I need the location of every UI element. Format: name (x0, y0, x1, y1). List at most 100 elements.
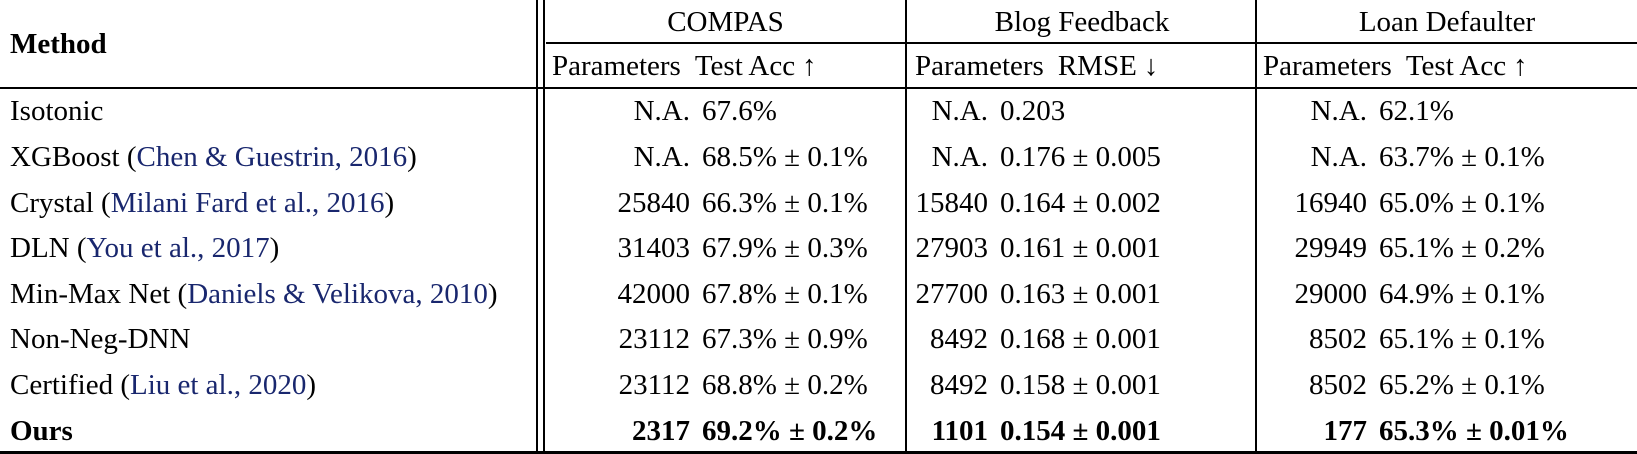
parameters-cell: 1101 (931, 414, 988, 447)
citation-link[interactable]: Milani Fard et al., 2016 (110, 186, 385, 219)
table-row: 177 65.3% ± 0.01% (1257, 408, 1637, 454)
table-row: N.A. 63.7% ± 0.1% (1257, 135, 1637, 181)
metric-cell: 68.5% ± 0.1% (702, 140, 868, 173)
table-row: N.A. 0.203 (909, 89, 1255, 135)
parameters-cell: N.A. (931, 95, 988, 128)
parameters-cell: 27903 (915, 232, 989, 265)
method-name: Non-Neg-DNN (10, 323, 191, 356)
compas-title: COMPAS (667, 5, 784, 38)
method-name: ) (306, 369, 317, 402)
blog-loan-separator-rule (1255, 0, 1257, 454)
table-row: 29949 65.1% ± 0.2% (1257, 226, 1637, 272)
metric-cell: 68.8% ± 0.2% (702, 369, 868, 402)
metric-cell: 67.9% ± 0.3% (702, 232, 868, 265)
metric-cell: 65.3% ± 0.01% (1379, 414, 1569, 447)
parameters-cell: 15840 (915, 186, 989, 219)
method-separator-double-rule (536, 0, 545, 454)
table-row: 15840 0.164 ± 0.002 (909, 180, 1255, 226)
up-arrow-icon: ↑ (1513, 50, 1528, 82)
parameters-cell: N.A. (633, 140, 690, 173)
method-name: ) (487, 277, 498, 310)
table-row: Non-Neg-DNN (0, 317, 536, 363)
method-header: Method (10, 28, 107, 60)
metric-cell: 63.7% ± 0.1% (1379, 140, 1545, 173)
table-row: Isotonic (0, 89, 536, 135)
metric-cell: 0.164 ± 0.002 (1000, 186, 1161, 219)
blog-feedback-title: Blog Feedback (994, 5, 1170, 38)
metric-cell: 0.203 (1000, 95, 1066, 128)
table-row: N.A. 62.1% (1257, 89, 1637, 135)
method-name: Isotonic (10, 95, 104, 128)
metric-cell: 65.1% ± 0.1% (1379, 323, 1545, 356)
loan-defaulter-subheader: Parameters Test Acc ↑ (1257, 44, 1637, 89)
method-cell: Isotonic (10, 95, 103, 128)
method-cell: XGBoost (Chen & Guestrin, 2016) (10, 141, 417, 174)
parameters-cell: 29949 (1294, 232, 1368, 265)
metric-cell: 0.168 ± 0.001 (1000, 323, 1161, 356)
method-name: XGBoost ( (10, 140, 137, 173)
method-name: Certified ( (10, 369, 130, 402)
table-row: N.A. 67.6% (546, 89, 905, 135)
parameters-cell: 8502 (1309, 369, 1367, 402)
table-row: 23112 68.8% ± 0.2% (546, 363, 905, 409)
table-row: DLN (You et al., 2017) (0, 226, 536, 272)
table-row: Ours (0, 408, 536, 454)
method-name: ) (384, 186, 395, 219)
header-bottom-rule (0, 87, 1637, 89)
loan-defaulter-body: N.A. 62.1% N.A. 63.7% ± 0.1% 16940 65.0% ± 0.… (1257, 89, 1637, 454)
method-column: Method Isotonic XGBoost (Chen & Guestrin,… (0, 0, 536, 454)
metric-cell: 67.8% ± 0.1% (702, 277, 868, 310)
table-row: 27903 0.161 ± 0.001 (909, 226, 1255, 272)
citation-link[interactable]: Daniels & Velikova, 2010 (187, 277, 488, 310)
loan-defaulter-column: Loan Defaulter Parameters Test Acc ↑ N.A. 6… (1257, 0, 1637, 454)
loan-metric-header: Test Acc (1405, 50, 1507, 82)
table-row: 42000 67.8% ± 0.1% (546, 272, 905, 318)
table-row: 25840 66.3% ± 0.1% (546, 180, 905, 226)
citation-link[interactable]: You et al., 2017 (86, 232, 270, 265)
parameters-cell: 8492 (930, 369, 988, 402)
parameters-cell: 16940 (1294, 186, 1368, 219)
method-body: Isotonic XGBoost (Chen & Guestrin, 2016) C… (0, 89, 536, 454)
method-name: DLN ( (10, 232, 87, 265)
table-row: Certified (Liu et al., 2020) (0, 363, 536, 409)
method-cell: Non-Neg-DNN (10, 323, 190, 356)
compas-subheader: Parameters Test Acc ↑ (546, 44, 905, 89)
metric-cell: 67.6% (702, 95, 777, 128)
method-name: Crystal ( (10, 186, 111, 219)
compas-parameters-header: Parameters (552, 50, 681, 82)
table-row: 27700 0.163 ± 0.001 (909, 272, 1255, 318)
compas-body: N.A. 67.6% N.A. 68.5% ± 0.1% 25840 66.3% ± 0.… (546, 89, 905, 454)
metric-cell: 64.9% ± 0.1% (1379, 277, 1545, 310)
parameters-cell: 29000 (1294, 277, 1368, 310)
parameters-cell: 27700 (915, 277, 989, 310)
compas-metric-header: Test Acc (694, 50, 796, 82)
table-row: 8502 65.2% ± 0.1% (1257, 363, 1637, 409)
table-row: Crystal (Milani Fard et al., 2016) (0, 180, 536, 226)
table-row: 31403 67.9% ± 0.3% (546, 226, 905, 272)
metric-cell: 65.1% ± 0.2% (1379, 232, 1545, 265)
compas-column: COMPAS Parameters Test Acc ↑ N.A. 67.6% N.A.… (546, 0, 905, 454)
up-arrow-icon: ↑ (802, 50, 817, 82)
compas-blog-separator-rule (905, 0, 907, 454)
metric-cell: 62.1% (1379, 95, 1454, 128)
table-row: XGBoost (Chen & Guestrin, 2016) (0, 135, 536, 181)
citation-link[interactable]: Chen & Guestrin, 2016 (136, 140, 408, 173)
table-row: 8492 0.158 ± 0.001 (909, 363, 1255, 409)
table-row: 29000 64.9% ± 0.1% (1257, 272, 1637, 318)
method-name: ) (269, 232, 280, 265)
blog-parameters-header: Parameters (915, 50, 1044, 82)
method-cell: Min-Max Net (Daniels & Velikova, 2010) (10, 278, 498, 311)
metric-cell: 0.158 ± 0.001 (1000, 369, 1161, 402)
table-row: 8502 65.1% ± 0.1% (1257, 317, 1637, 363)
metric-cell: 0.176 ± 0.005 (1000, 140, 1161, 173)
metric-cell: 0.163 ± 0.001 (1000, 277, 1161, 310)
loan-defaulter-title: Loan Defaulter (1358, 5, 1536, 38)
parameters-cell: 23112 (618, 323, 690, 356)
metric-cell: 0.161 ± 0.001 (1000, 232, 1161, 265)
citation-link[interactable]: Liu et al., 2020 (129, 369, 307, 402)
table-row: 2317 69.2% ± 0.2% (546, 408, 905, 454)
table-bottom-rule (0, 451, 1637, 454)
loan-parameters-header: Parameters (1263, 50, 1392, 82)
method-name: ) (407, 140, 417, 173)
